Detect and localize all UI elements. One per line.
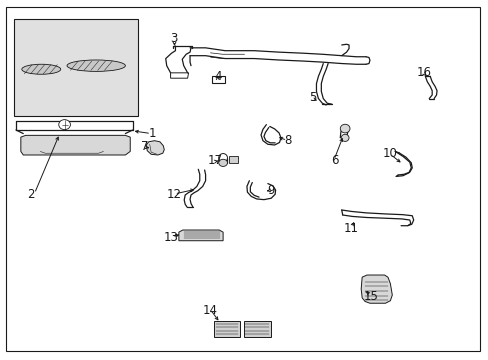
Polygon shape — [21, 135, 130, 155]
Ellipse shape — [67, 60, 125, 71]
Text: 4: 4 — [214, 70, 221, 83]
Polygon shape — [146, 141, 164, 155]
Bar — [212, 76, 224, 83]
Text: 13: 13 — [164, 231, 179, 244]
Ellipse shape — [340, 124, 349, 133]
Text: 14: 14 — [203, 304, 218, 317]
Text: 2: 2 — [27, 188, 34, 201]
Text: 9: 9 — [267, 184, 274, 197]
Ellipse shape — [22, 64, 61, 74]
Polygon shape — [213, 321, 239, 337]
Bar — [205, 281, 302, 343]
Text: 17: 17 — [207, 154, 223, 167]
Polygon shape — [243, 321, 270, 337]
Polygon shape — [170, 73, 188, 78]
Polygon shape — [179, 230, 223, 241]
Text: 3: 3 — [170, 32, 177, 45]
Text: 5: 5 — [308, 91, 316, 104]
Polygon shape — [361, 275, 391, 303]
Text: 10: 10 — [382, 147, 397, 160]
Text: 7: 7 — [141, 140, 148, 153]
Bar — [9, 10, 142, 208]
Ellipse shape — [341, 134, 348, 141]
Text: 15: 15 — [363, 289, 378, 303]
Text: 12: 12 — [166, 188, 181, 201]
Text: 8: 8 — [284, 134, 291, 147]
Ellipse shape — [218, 154, 227, 162]
Text: 6: 6 — [330, 154, 338, 167]
Bar — [14, 19, 137, 116]
Text: 16: 16 — [416, 66, 431, 79]
Ellipse shape — [218, 159, 227, 166]
Bar — [228, 156, 237, 163]
Ellipse shape — [59, 120, 70, 130]
Text: 1: 1 — [148, 127, 156, 140]
Text: 11: 11 — [343, 222, 358, 235]
